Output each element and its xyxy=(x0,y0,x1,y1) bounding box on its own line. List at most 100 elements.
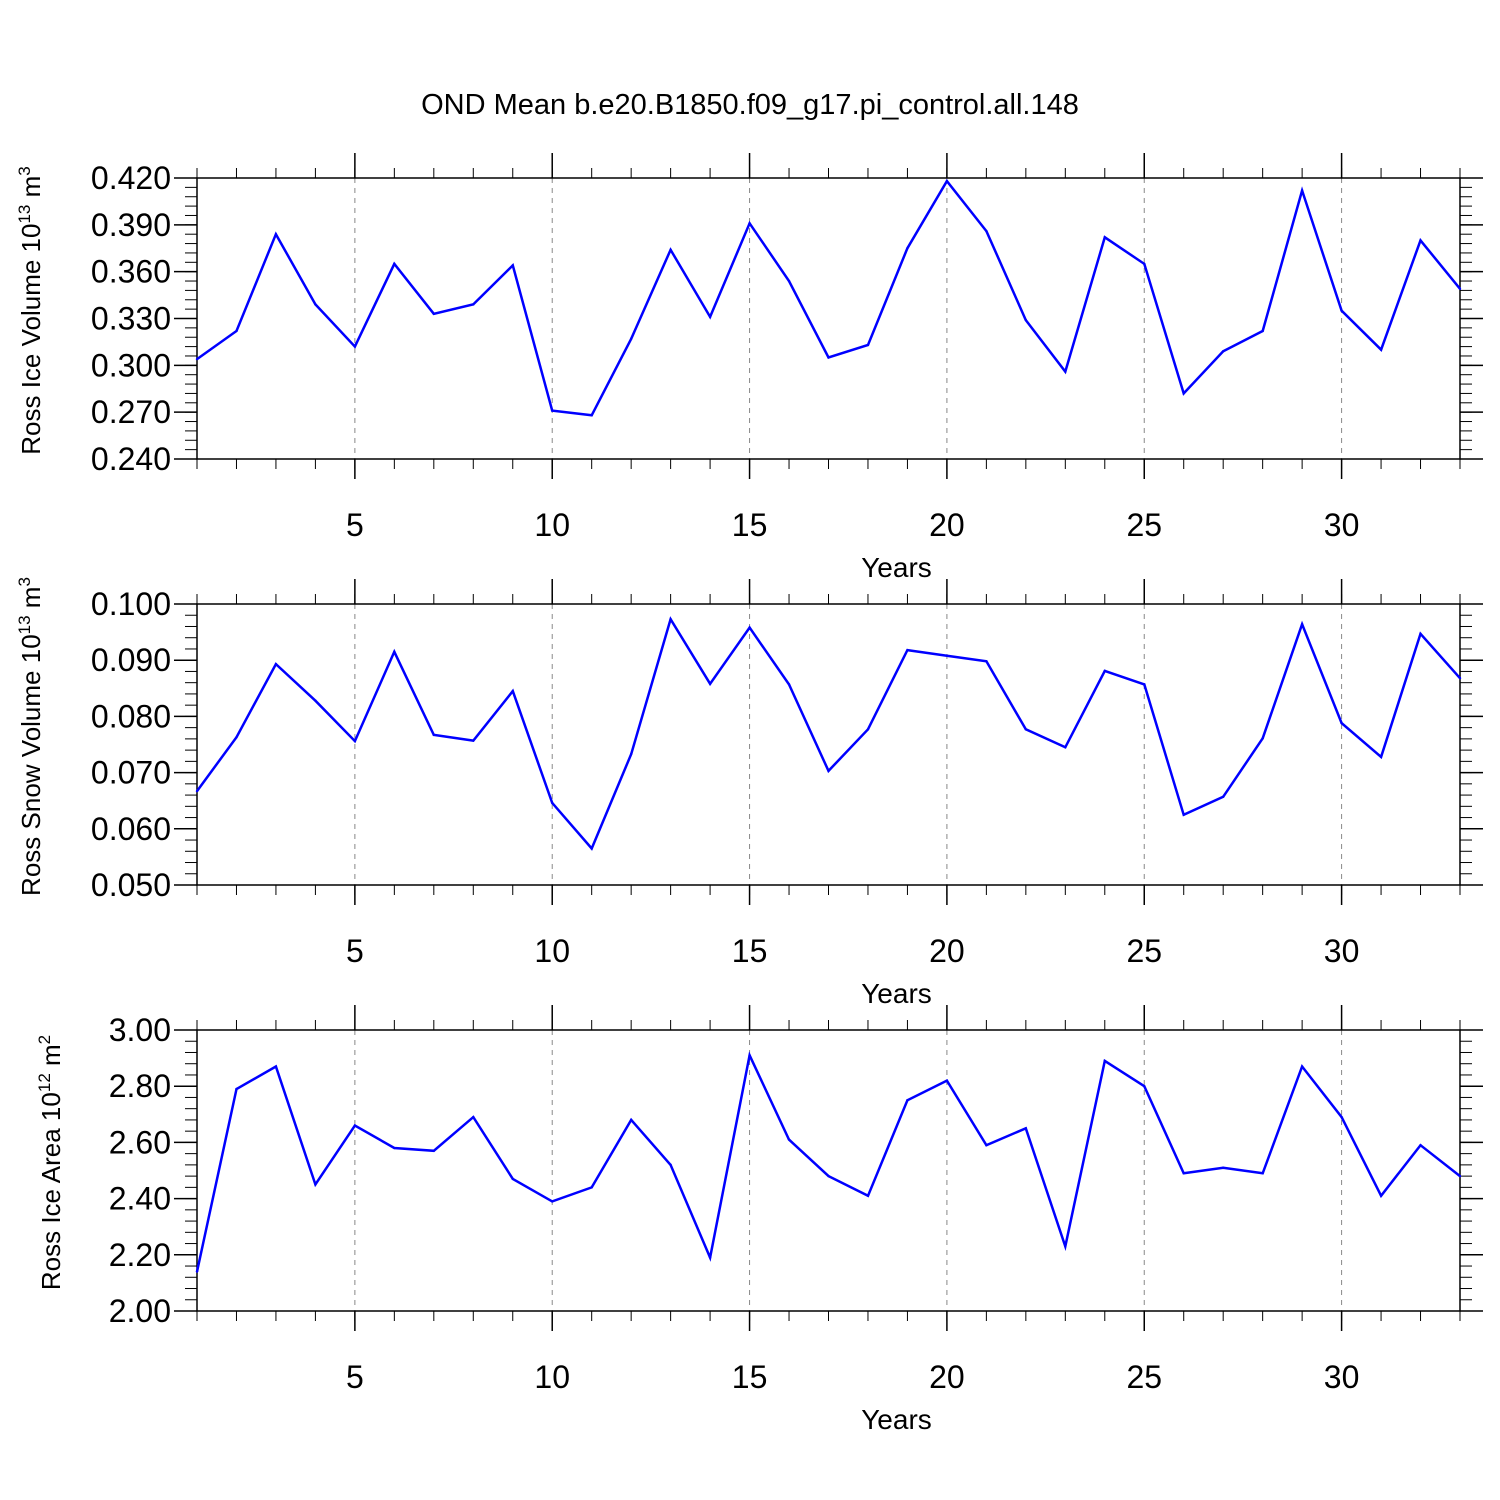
data-point xyxy=(1182,392,1185,395)
data-point xyxy=(393,262,396,266)
data-point xyxy=(1458,676,1462,680)
data-point xyxy=(985,229,988,233)
x-tick-label: 10 xyxy=(534,507,570,543)
data-point xyxy=(866,728,870,731)
data-point xyxy=(551,409,554,412)
y-axis-label: Ross Ice Volume 1013 m3 xyxy=(15,166,46,455)
y-axis-label-text: m xyxy=(36,1044,66,1073)
data-point xyxy=(1419,632,1422,635)
x-tick-label: 25 xyxy=(1126,1359,1162,1395)
y-tick-label: 0.270 xyxy=(91,394,171,430)
data-point xyxy=(353,1124,357,1127)
data-point xyxy=(432,312,436,316)
data-point xyxy=(314,699,317,702)
y-tick-label: 0.100 xyxy=(91,586,171,622)
y-axis-label: Ross Snow Volume 1013 m3 xyxy=(15,577,46,896)
data-point xyxy=(551,801,554,805)
data-point xyxy=(235,735,238,739)
data-point xyxy=(314,1183,317,1186)
data-point xyxy=(314,303,317,306)
y-tick-label: 0.060 xyxy=(91,811,171,847)
data-point xyxy=(787,683,791,686)
x-tick-label: 25 xyxy=(1126,507,1162,543)
x-axis-label: Years xyxy=(861,552,932,583)
data-point xyxy=(985,660,988,663)
data-point xyxy=(1143,262,1146,266)
y-axis-label-text: m xyxy=(16,176,46,205)
data-point xyxy=(708,1256,712,1259)
x-tick-label: 20 xyxy=(929,1359,965,1395)
x-axis-label: Years xyxy=(861,1404,932,1435)
plot-frame xyxy=(196,1029,1461,1312)
panel-3: 5 10 15 20 25 30 2.00 2.20 2.40 2.60 2.80 3.00 Years… xyxy=(35,1005,1483,1435)
data-point xyxy=(1458,1174,1462,1178)
data-point xyxy=(1221,1166,1225,1169)
y-tick-label: 3.00 xyxy=(109,1012,171,1048)
data-point xyxy=(906,648,909,652)
data-point xyxy=(1143,683,1146,686)
data-point xyxy=(1024,1127,1028,1130)
data-point xyxy=(1143,1085,1146,1088)
chart-panels: 5 10 15 20 25 300.2400.2700.3000.3300.3600.39… xyxy=(15,153,1483,1435)
data-point xyxy=(708,682,712,686)
data-point xyxy=(551,1200,554,1203)
y-axis-label-text: Ross Ice Volume 10 xyxy=(16,224,46,455)
x-tick-label: 15 xyxy=(732,1359,768,1395)
data-point xyxy=(1221,795,1225,798)
x-tick-label: 5 xyxy=(346,507,364,543)
data-point xyxy=(1182,1172,1185,1175)
data-point xyxy=(393,1146,396,1150)
y-tick-label: 0.240 xyxy=(91,441,171,477)
x-tick-label: 5 xyxy=(346,1359,364,1395)
data-point xyxy=(1064,370,1067,373)
data-point xyxy=(669,248,672,252)
data-point xyxy=(511,689,514,693)
data-point xyxy=(1340,1115,1343,1119)
data-point xyxy=(787,1138,791,1141)
data-point xyxy=(906,1099,909,1102)
data-point xyxy=(1261,1172,1264,1175)
y-axis-label-text: m xyxy=(16,587,46,616)
y-axis-label-superscript: 3 xyxy=(15,577,34,586)
data-point xyxy=(1261,737,1264,740)
y-tick-label: 2.60 xyxy=(109,1124,171,1160)
series-line xyxy=(196,178,1461,417)
y-tick-label: 2.80 xyxy=(109,1068,171,1104)
series-line xyxy=(195,616,1461,851)
data-point xyxy=(1261,329,1264,333)
y-tick-label: 0.090 xyxy=(91,642,171,678)
y-axis-label-superscript: 12 xyxy=(35,1073,54,1092)
data-point xyxy=(511,1177,514,1181)
data-point xyxy=(432,1149,436,1153)
data-point xyxy=(827,356,830,359)
data-point xyxy=(274,1065,278,1068)
data-point xyxy=(1458,287,1462,291)
y-axis-label-text: Ross Ice Area 10 xyxy=(36,1092,66,1290)
data-point xyxy=(1182,813,1185,816)
x-tick-label: 10 xyxy=(534,1359,570,1395)
data-point xyxy=(945,654,949,657)
data-point xyxy=(866,343,870,347)
data-point xyxy=(472,303,475,306)
y-axis-label-superscript: 3 xyxy=(15,166,34,175)
y-tick-label: 0.360 xyxy=(91,254,171,290)
series-line xyxy=(195,1051,1461,1272)
panel-1: 5 10 15 20 25 30 0.240 0.270 0.300 0.330 0.360 0.39… xyxy=(15,153,1483,583)
y-tick-label: 0.080 xyxy=(91,698,171,734)
data-point xyxy=(590,847,593,850)
x-tick-label: 20 xyxy=(929,507,965,543)
data-point xyxy=(945,1079,949,1082)
plot-frame xyxy=(196,177,1461,460)
data-point xyxy=(1300,1065,1304,1068)
y-tick-label: 0.420 xyxy=(91,160,171,196)
data-point xyxy=(195,357,199,361)
y-axis-label: Ross Ice Area 1012 m2 xyxy=(35,1035,66,1290)
data-point xyxy=(472,1115,475,1119)
data-point xyxy=(1379,348,1383,351)
x-tick-label: 10 xyxy=(534,933,570,969)
data-point xyxy=(748,626,751,629)
y-tick-label: 0.390 xyxy=(91,207,171,243)
data-point xyxy=(195,1270,199,1273)
data-point xyxy=(432,733,436,737)
data-point xyxy=(827,769,830,773)
